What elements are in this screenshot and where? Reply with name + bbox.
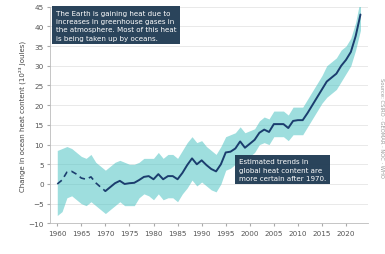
Y-axis label: Change in ocean heat content (10²³ Joules): Change in ocean heat content (10²³ Joule…: [18, 40, 26, 191]
Text: Source: CSIRO · GEOMAR · NOC · WHO: Source: CSIRO · GEOMAR · NOC · WHO: [379, 77, 384, 177]
Text: The Earth is gaining heat due to
increases in greenhouse gases in
the atmosphere: The Earth is gaining heat due to increas…: [56, 11, 176, 41]
Text: Estimated trends in
global heat content are
more certain after 1970.: Estimated trends in global heat content …: [239, 159, 326, 181]
